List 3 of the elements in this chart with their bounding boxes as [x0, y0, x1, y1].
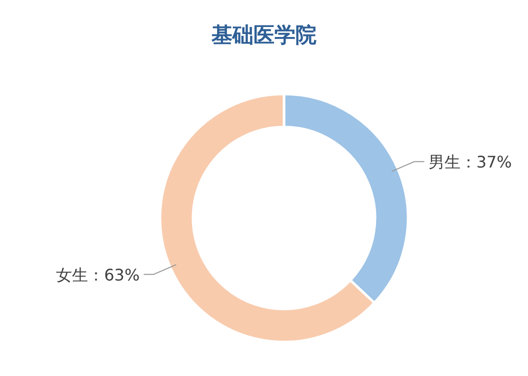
slice-label: 女生：63% — [56, 265, 140, 284]
chart-title: 基础医学院 — [210, 23, 316, 47]
slice-label: 男生：37% — [428, 152, 512, 172]
